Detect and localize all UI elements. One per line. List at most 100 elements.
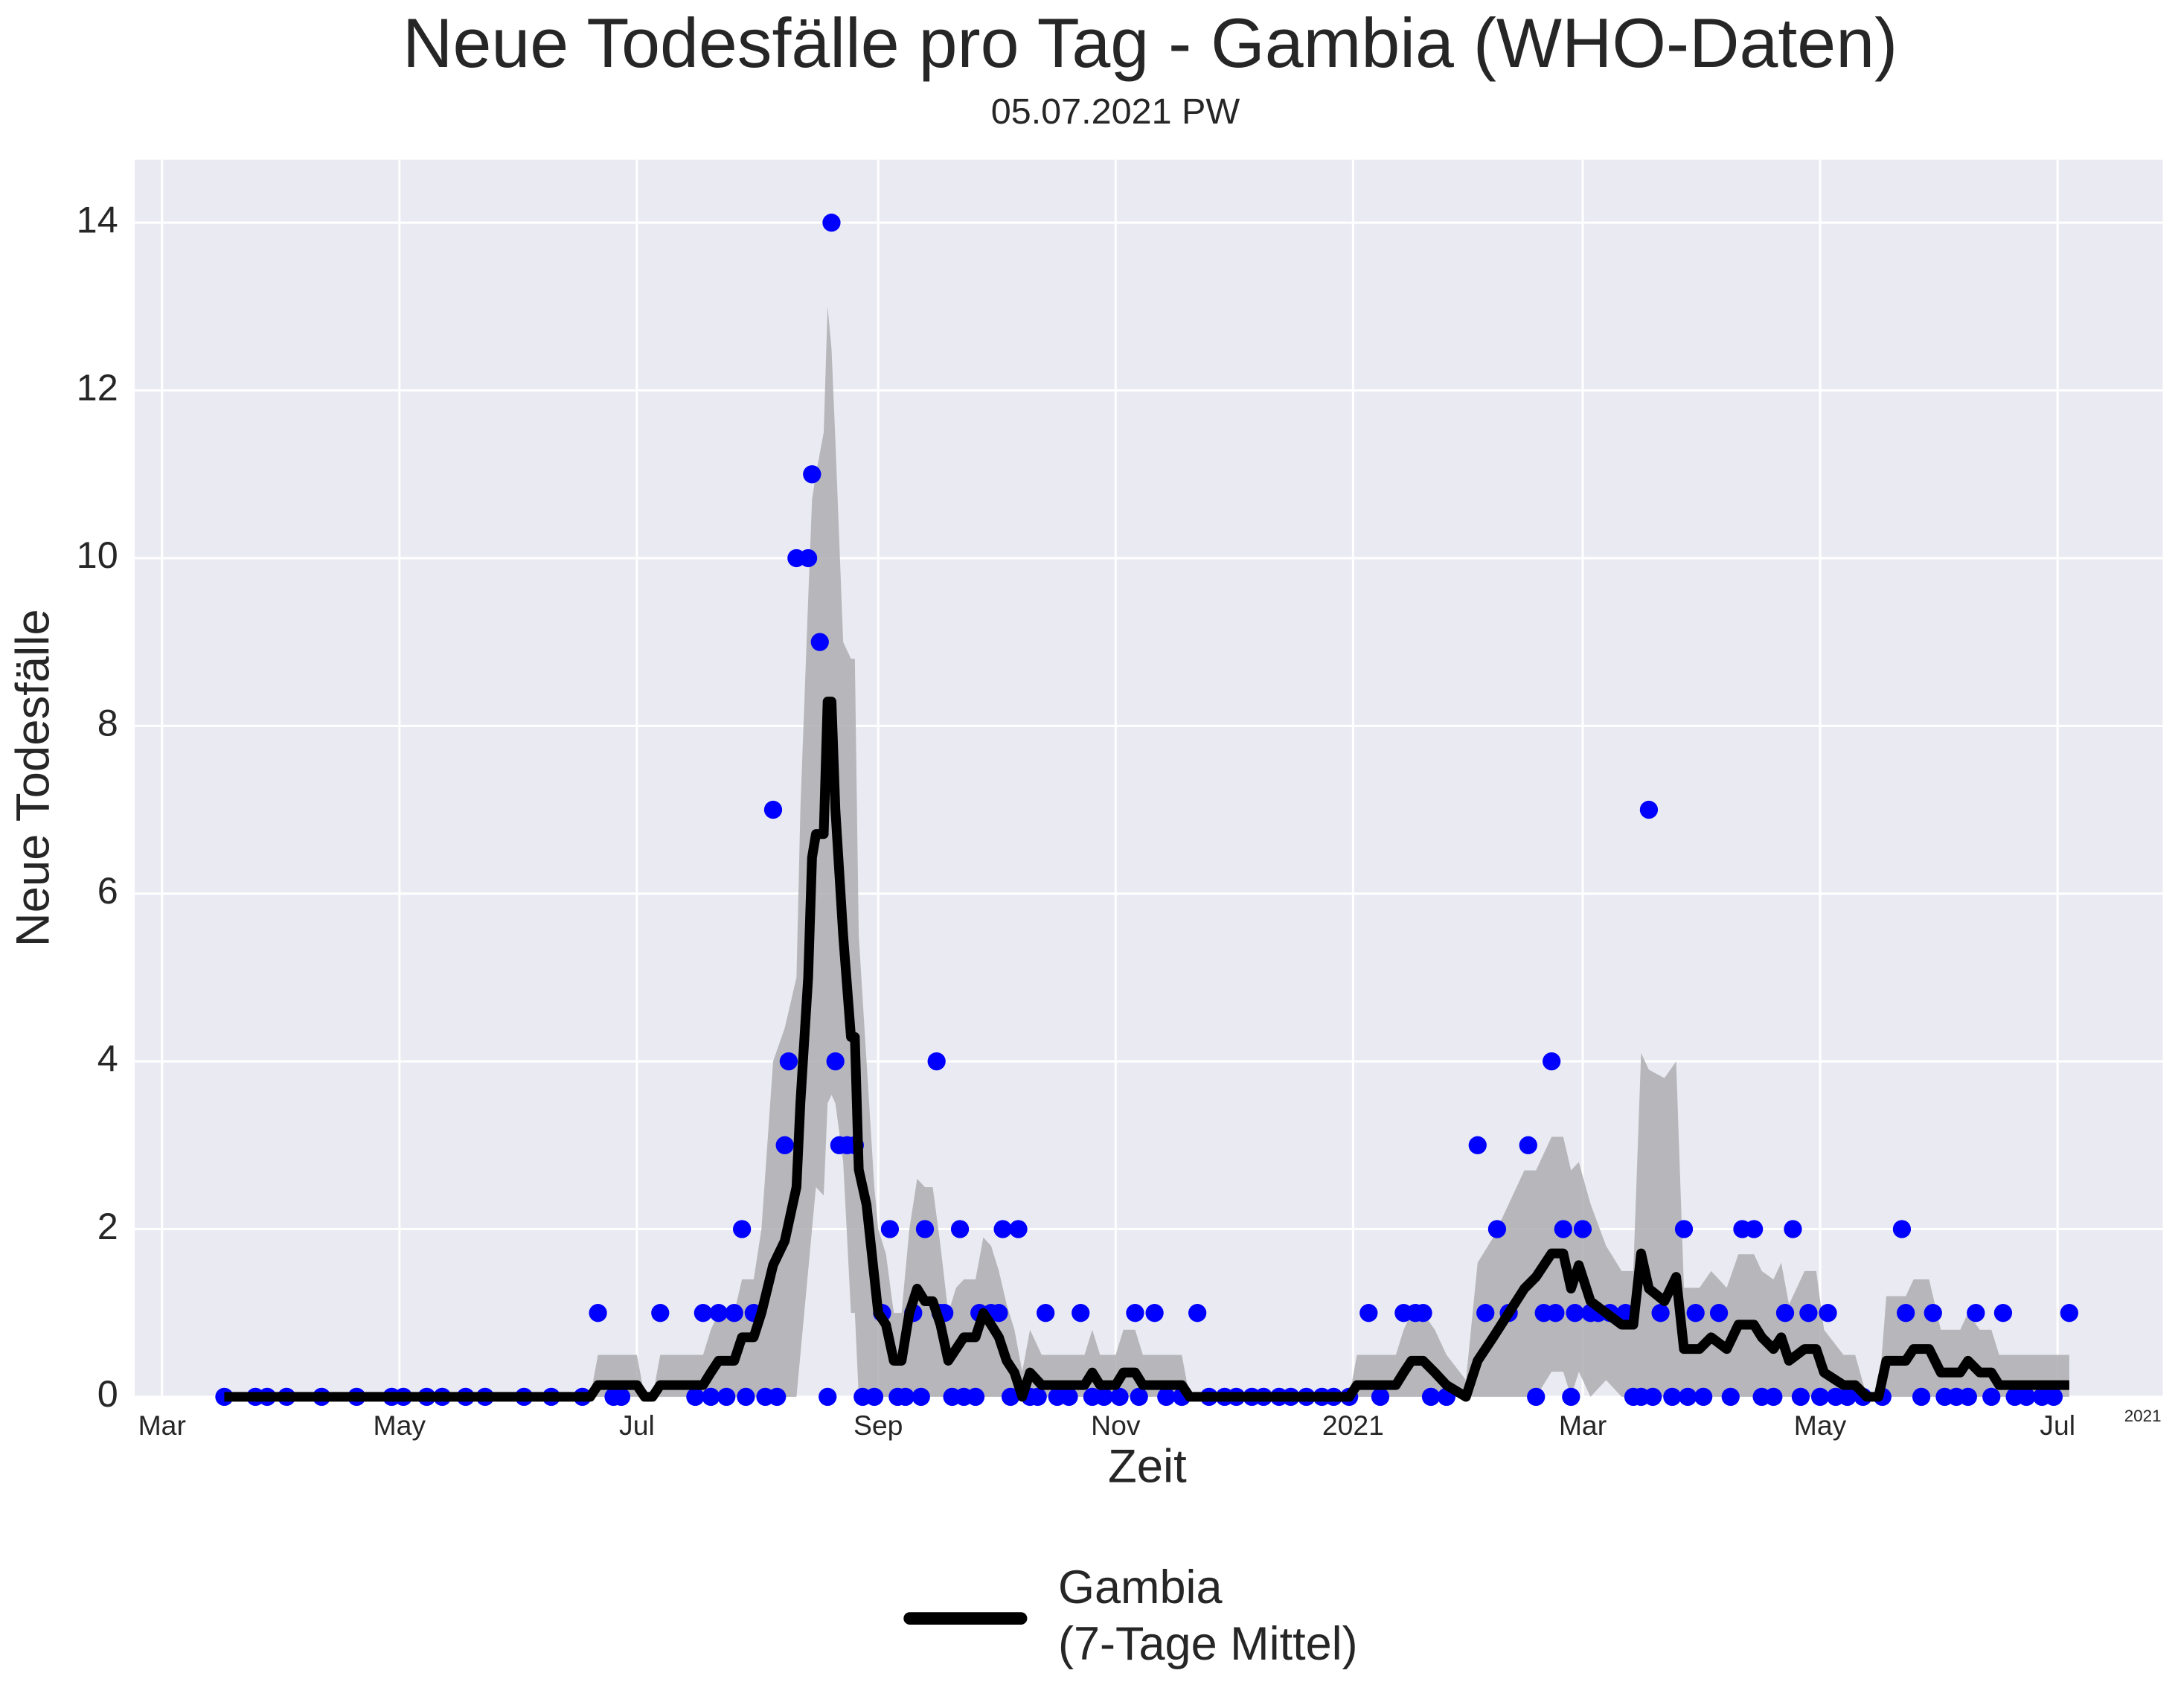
daily-point <box>768 1387 787 1407</box>
daily-point <box>702 1387 720 1407</box>
daily-point <box>589 1304 607 1322</box>
y-tick-label: 10 <box>77 534 118 576</box>
daily-point <box>1721 1387 1740 1407</box>
daily-point <box>612 1387 631 1407</box>
daily-point <box>1892 1220 1912 1238</box>
daily-point <box>1764 1387 1783 1407</box>
daily-point <box>1791 1387 1810 1407</box>
x-offset-label: 2021 <box>2124 1407 2162 1425</box>
daily-point <box>733 1220 752 1238</box>
daily-point <box>966 1387 985 1407</box>
daily-point <box>1414 1304 1432 1322</box>
daily-point <box>819 1387 837 1407</box>
daily-point <box>1130 1387 1148 1407</box>
daily-point <box>1709 1304 1729 1322</box>
daily-point <box>775 1136 794 1154</box>
daily-point <box>1674 1220 1694 1238</box>
daily-point <box>2044 1387 2063 1407</box>
daily-point <box>1476 1304 1495 1322</box>
daily-point <box>1421 1387 1441 1407</box>
daily-point <box>1784 1220 1802 1238</box>
chart-subtitle: 05.07.2021 PW <box>991 92 1240 132</box>
mean-line <box>224 697 2069 1402</box>
daily-point <box>1487 1220 1507 1238</box>
daily-point <box>798 548 818 568</box>
daily-point <box>826 1052 845 1071</box>
legend-label: Gambia (7-Tage Mittel) <box>1058 1561 1358 1670</box>
daily-point <box>1912 1387 1931 1407</box>
daily-point <box>880 1220 900 1238</box>
daily-point <box>1644 1387 1662 1407</box>
daily-point <box>1679 1387 1697 1407</box>
daily-point <box>1468 1136 1487 1154</box>
daily-point <box>1686 1304 1705 1322</box>
daily-point <box>686 1387 705 1407</box>
daily-point <box>1037 1304 1055 1322</box>
y-axis-label: Neue Todesfälle <box>7 609 59 947</box>
daily-point <box>1072 1304 1090 1322</box>
daily-point <box>1562 1387 1580 1407</box>
daily-point <box>1639 800 1659 819</box>
x-tick-label: Jul <box>619 1410 655 1441</box>
daily-point <box>717 1387 736 1407</box>
chart-title: Neue Todesfälle pro Tag - Gambia (WHO-Da… <box>403 4 1897 82</box>
daily-point <box>927 1052 946 1071</box>
daily-point <box>822 214 841 232</box>
daily-point <box>1745 1220 1764 1238</box>
daily-point <box>2017 1387 2036 1407</box>
x-tick-label: Sep <box>853 1410 903 1441</box>
daily-point <box>1543 1052 1561 1071</box>
daily-point <box>993 1220 1012 1238</box>
daily-point <box>651 1304 670 1322</box>
daily-point <box>725 1304 743 1322</box>
daily-point <box>803 465 821 484</box>
daily-point <box>779 1052 798 1071</box>
y-tick-label: 2 <box>97 1205 118 1247</box>
daily-point <box>763 800 783 819</box>
x-tick-label: Mar <box>138 1410 186 1441</box>
daily-point <box>1694 1387 1713 1407</box>
x-axis-label: Zeit <box>1108 1441 1187 1493</box>
daily-point <box>1897 1304 1915 1322</box>
daily-point <box>1775 1304 1795 1322</box>
daily-point <box>1810 1387 1830 1407</box>
daily-point <box>1001 1387 1020 1407</box>
daily-point <box>912 1387 930 1407</box>
daily-point <box>1028 1387 1047 1407</box>
daily-point <box>1546 1304 1565 1322</box>
daily-point <box>1573 1220 1592 1238</box>
daily-point <box>1359 1304 1378 1322</box>
daily-point <box>1982 1387 2001 1407</box>
daily-point <box>1157 1387 1176 1407</box>
x-tick-label: Jul <box>2040 1410 2075 1441</box>
x-tick-label: May <box>1794 1410 1847 1441</box>
daily-point <box>1009 1220 1028 1238</box>
y-tick-label: 12 <box>77 366 118 409</box>
daily-point <box>1838 1387 1857 1407</box>
daily-point <box>1799 1304 1818 1322</box>
daily-point <box>896 1387 915 1407</box>
plot-background <box>135 159 2163 1397</box>
x-tick-label: 2021 <box>1322 1410 1384 1441</box>
y-tick-label: 0 <box>97 1372 118 1415</box>
daily-point <box>1519 1136 1537 1154</box>
daily-point <box>1110 1387 1129 1407</box>
daily-point <box>1993 1304 2013 1322</box>
daily-point <box>1371 1387 1390 1407</box>
daily-point <box>1126 1304 1144 1322</box>
daily-point <box>1819 1304 1837 1322</box>
daily-point <box>694 1304 712 1322</box>
daily-point <box>950 1220 970 1238</box>
daily-point <box>1924 1304 1942 1322</box>
daily-point <box>1663 1387 1682 1407</box>
daily-point <box>2060 1304 2078 1322</box>
y-tick-label: 14 <box>77 198 118 240</box>
daily-point <box>709 1304 728 1322</box>
y-tick-label: 4 <box>97 1037 118 1079</box>
daily-point <box>915 1220 935 1238</box>
daily-point <box>737 1387 755 1407</box>
daily-point <box>990 1304 1008 1322</box>
daily-point <box>810 633 829 651</box>
